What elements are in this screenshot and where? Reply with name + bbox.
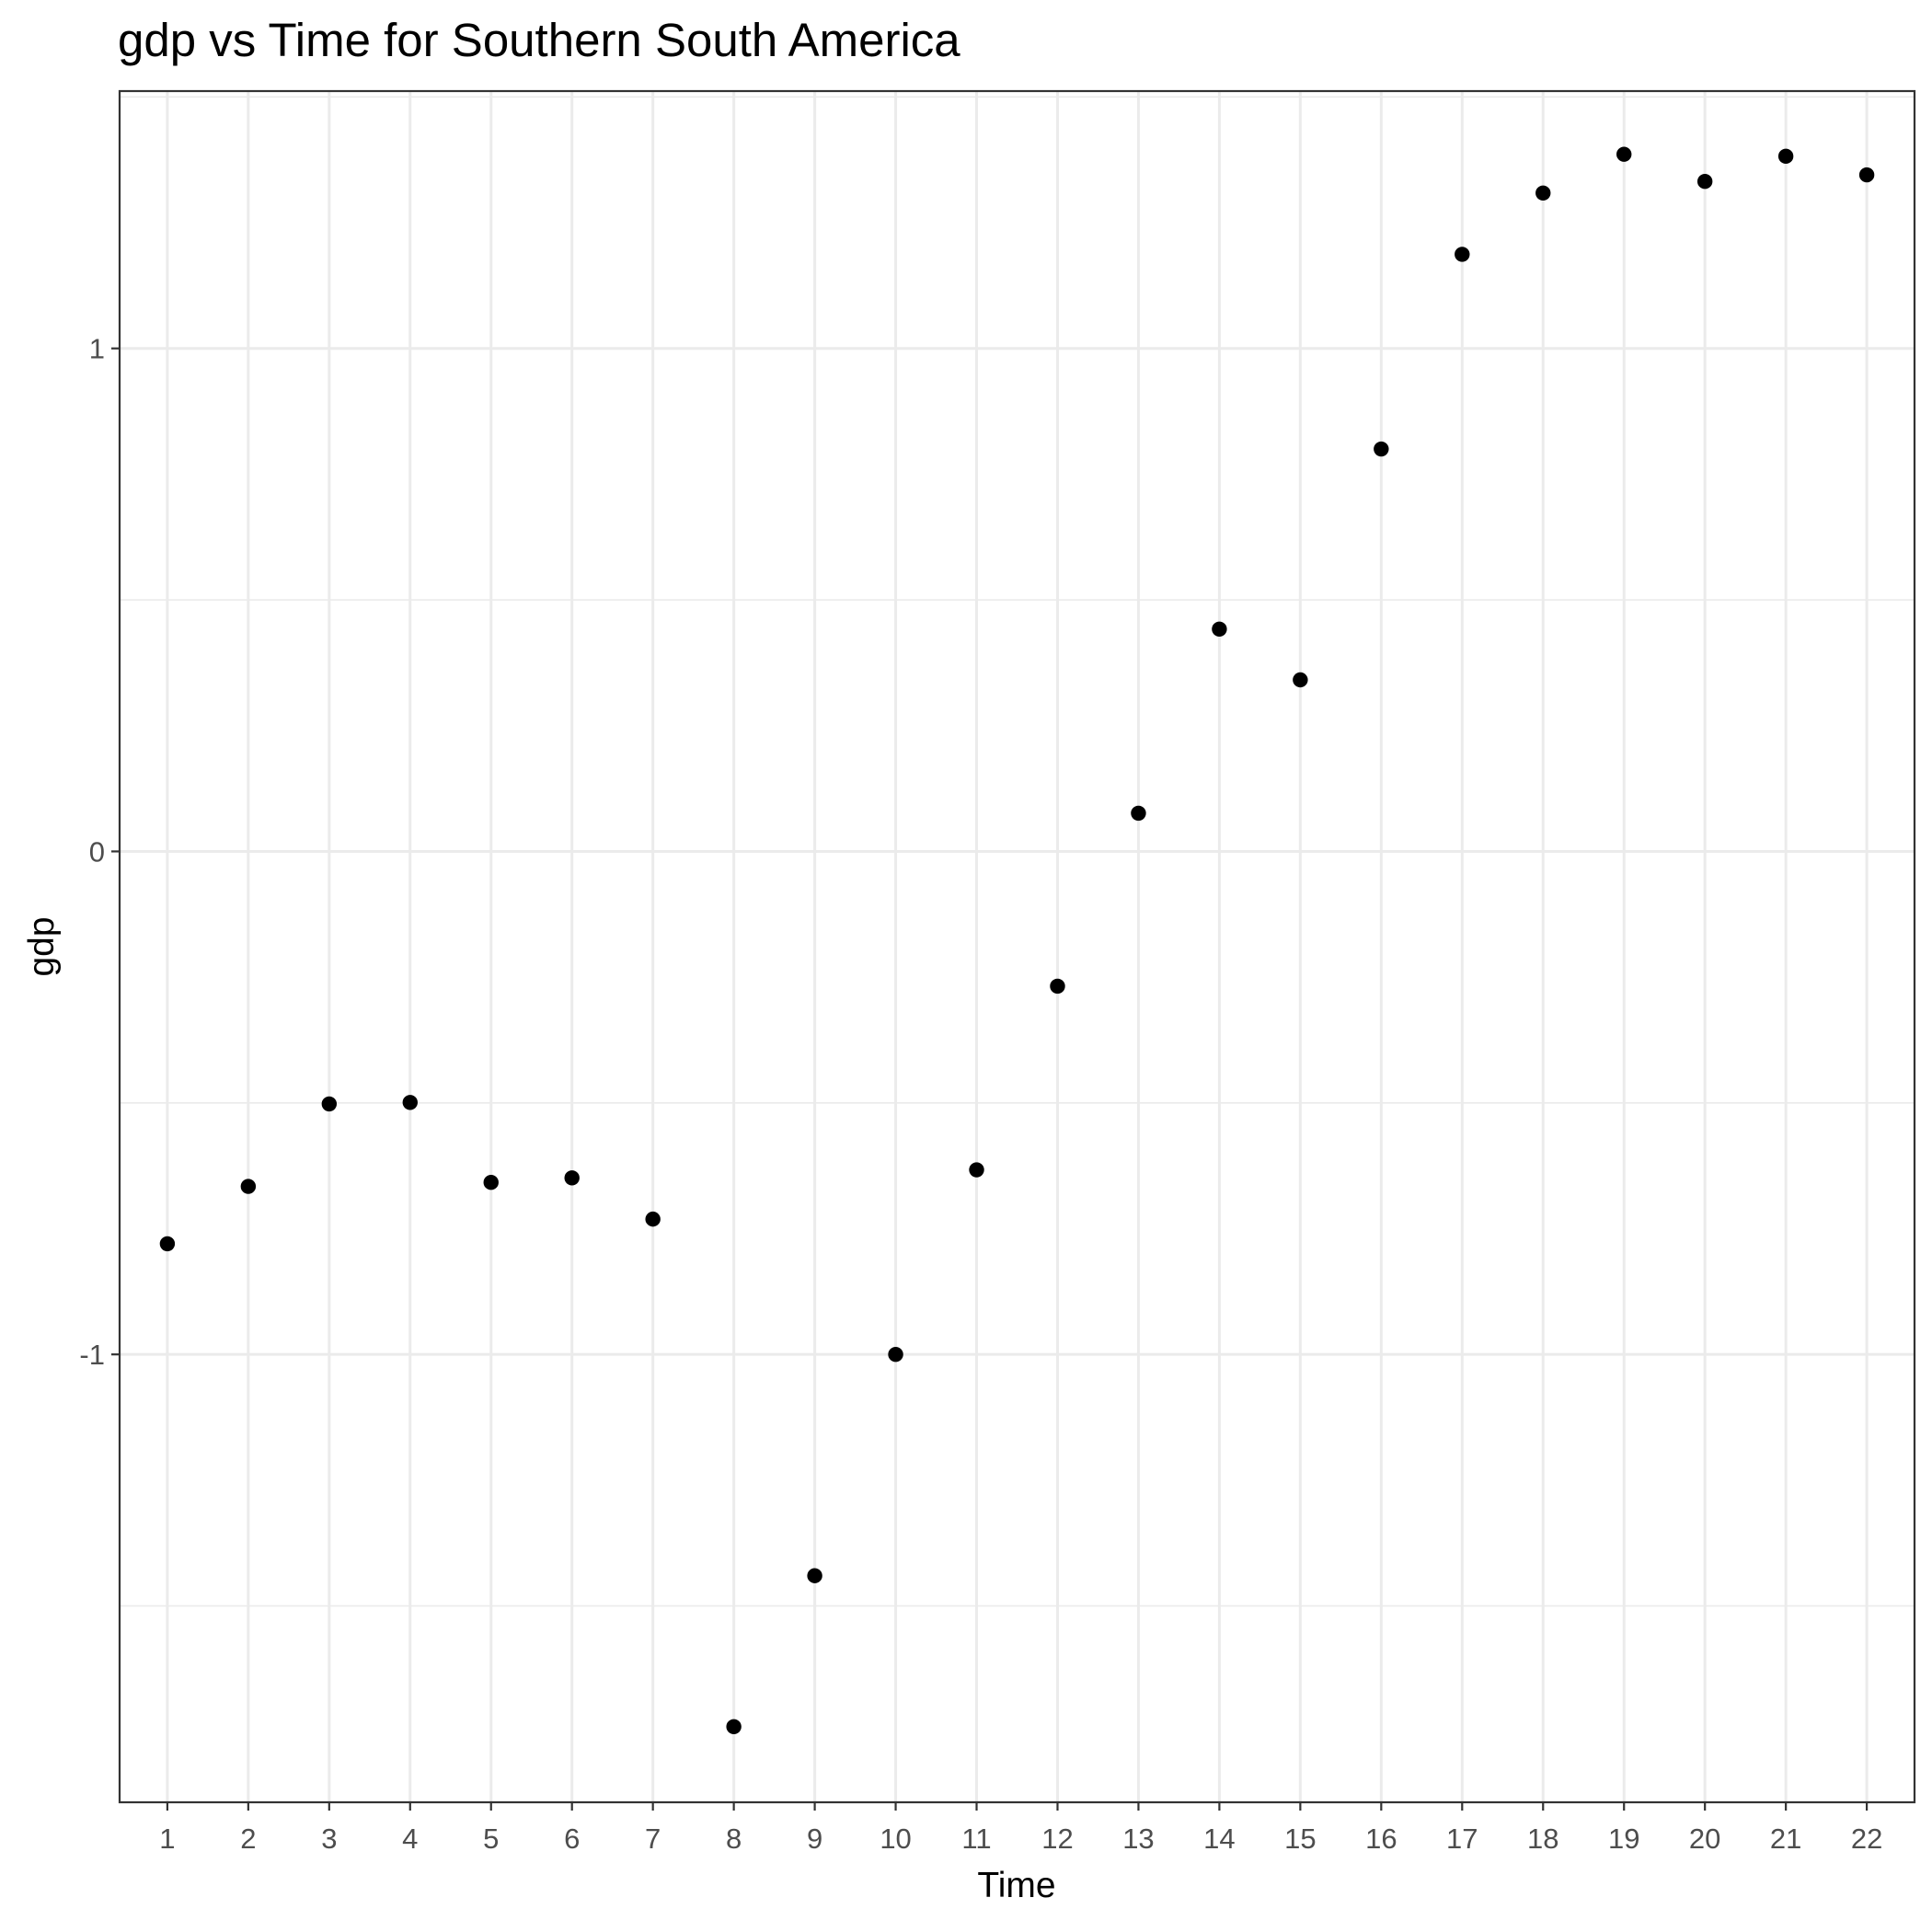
data-point: [1293, 672, 1308, 688]
data-point: [564, 1170, 580, 1186]
data-point: [1050, 978, 1065, 995]
x-tick-label: 8: [726, 1823, 742, 1855]
data-point: [159, 1236, 176, 1252]
x-tick-label: 3: [321, 1823, 337, 1855]
data-point: [1616, 146, 1632, 162]
data-point: [726, 1719, 742, 1734]
x-axis-ticks: 1 2 3 4 5 6 7 8 9 10 11 12 13 14 15 16 17 18 19 20 21 22: [159, 1802, 1882, 1855]
data-point: [240, 1179, 257, 1194]
y-axis-title: gdp: [22, 916, 62, 976]
data-point: [483, 1175, 499, 1190]
data-point: [1131, 805, 1146, 822]
x-tick-label: 7: [645, 1823, 661, 1855]
x-tick-label: 15: [1284, 1823, 1316, 1855]
y-tick-label: 0: [89, 835, 105, 868]
data-point: [888, 1346, 903, 1363]
x-tick-label: 4: [402, 1823, 418, 1855]
x-tick-label: 17: [1446, 1823, 1478, 1855]
data-points: [159, 146, 1875, 1734]
x-tick-label: 6: [564, 1823, 580, 1855]
data-point: [321, 1096, 338, 1112]
x-tick-label: 2: [240, 1823, 256, 1855]
x-tick-label: 5: [483, 1823, 499, 1855]
data-point: [1374, 441, 1389, 457]
y-tick-label: 1: [89, 333, 105, 365]
data-point: [1212, 621, 1227, 637]
x-tick-label: 14: [1203, 1823, 1235, 1855]
y-tick-label: -1: [79, 1339, 105, 1371]
x-tick-label: 11: [961, 1823, 991, 1855]
data-point: [1535, 185, 1551, 201]
data-point: [645, 1211, 661, 1227]
x-tick-label: 22: [1851, 1823, 1882, 1855]
x-tick-label: 19: [1608, 1823, 1639, 1855]
panel-border: [118, 89, 1916, 1804]
x-tick-label: 12: [1041, 1823, 1073, 1855]
data-point: [1858, 167, 1875, 183]
x-axis-title: Time: [977, 1866, 1055, 1905]
y-axis-ticks: -1 0 1: [79, 333, 120, 1371]
x-tick-label: 20: [1689, 1823, 1720, 1855]
data-point: [969, 1162, 984, 1178]
data-point: [1455, 247, 1470, 262]
x-tick-label: 21: [1770, 1823, 1801, 1855]
x-tick-label: 16: [1365, 1823, 1397, 1855]
x-tick-label: 10: [880, 1823, 911, 1855]
x-tick-label: 18: [1527, 1823, 1558, 1855]
data-point: [1777, 148, 1794, 165]
grid-lines: [120, 91, 1915, 1802]
chart-title: gdp vs Time for Southern South America: [118, 14, 960, 66]
data-point: [1696, 173, 1713, 190]
data-point: [402, 1095, 418, 1110]
x-tick-label: 1: [159, 1823, 175, 1855]
data-point: [807, 1568, 822, 1583]
x-tick-label: 9: [807, 1823, 822, 1855]
x-tick-label: 13: [1122, 1823, 1154, 1855]
